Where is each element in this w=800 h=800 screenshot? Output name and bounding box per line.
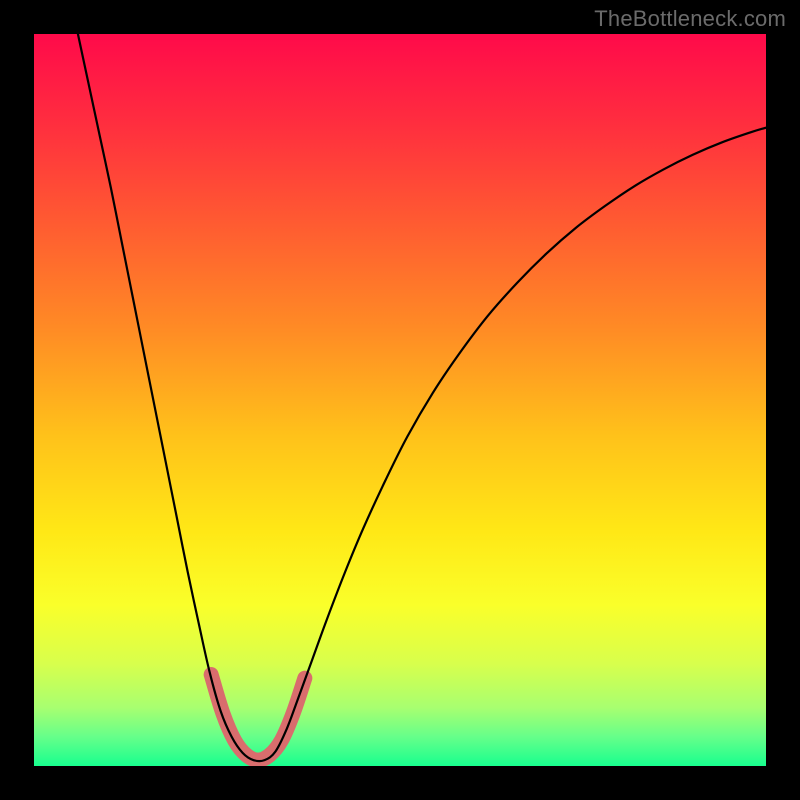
- bottleneck-chart: [34, 34, 766, 766]
- watermark-text: TheBottleneck.com: [594, 6, 786, 32]
- plot-background: [34, 34, 766, 766]
- chart-frame: TheBottleneck.com: [0, 0, 800, 800]
